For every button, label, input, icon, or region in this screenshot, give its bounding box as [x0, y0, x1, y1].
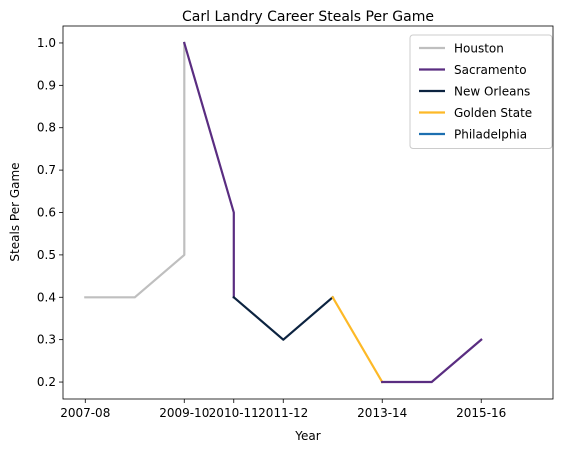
- x-tick-label: 2015-16: [456, 406, 506, 420]
- y-tick-label: 0.8: [37, 121, 56, 135]
- y-tick-label: 0.2: [37, 375, 56, 389]
- legend-label: Philadelphia: [454, 128, 527, 142]
- legend-label: New Orleans: [454, 85, 530, 99]
- y-axis: 0.2 0.3 0.4 0.5 0.6 0.7 0.8 0.9 1.0: [37, 36, 63, 389]
- chart-title: Carl Landry Career Steals Per Game: [182, 9, 434, 25]
- legend-label: Houston: [454, 42, 504, 56]
- x-axis: 2007-08 2009-10 2010-11 2011-12 2013-14 2015-…: [60, 399, 506, 420]
- series-line-new-orleans-2: [232, 295, 335, 341]
- legend-label: Sacramento: [454, 63, 527, 77]
- y-tick-label: 0.7: [37, 163, 56, 177]
- series-line-golden-state-3: [331, 295, 384, 384]
- x-tick-label: 2010-11: [209, 406, 259, 420]
- legend-box: [409, 34, 553, 149]
- y-axis-label: Steals Per Game: [8, 162, 22, 261]
- x-tick-label: 2009-10: [159, 406, 209, 420]
- x-tick-label: 2013-14: [357, 406, 407, 420]
- y-tick-label: 0.6: [37, 206, 56, 220]
- series-line-sacramento-1: [182, 41, 235, 299]
- x-axis-label: Year: [294, 429, 320, 443]
- series-line-sacramento-5: [381, 338, 483, 384]
- legend: Houston Sacramento New Orleans Golden State…: [409, 34, 553, 149]
- y-tick-label: 1.0: [37, 36, 56, 50]
- x-tick-label: 2007-08: [60, 406, 110, 420]
- y-tick-label: 0.9: [37, 78, 56, 92]
- legend-label: Golden State: [454, 106, 532, 120]
- y-tick-label: 0.3: [37, 333, 56, 347]
- y-tick-label: 0.5: [37, 248, 56, 262]
- series-line-houston-0: [84, 41, 186, 299]
- series-layer: [84, 41, 483, 384]
- x-tick-label: 2011-12: [258, 406, 308, 420]
- y-tick-label: 0.4: [37, 290, 56, 304]
